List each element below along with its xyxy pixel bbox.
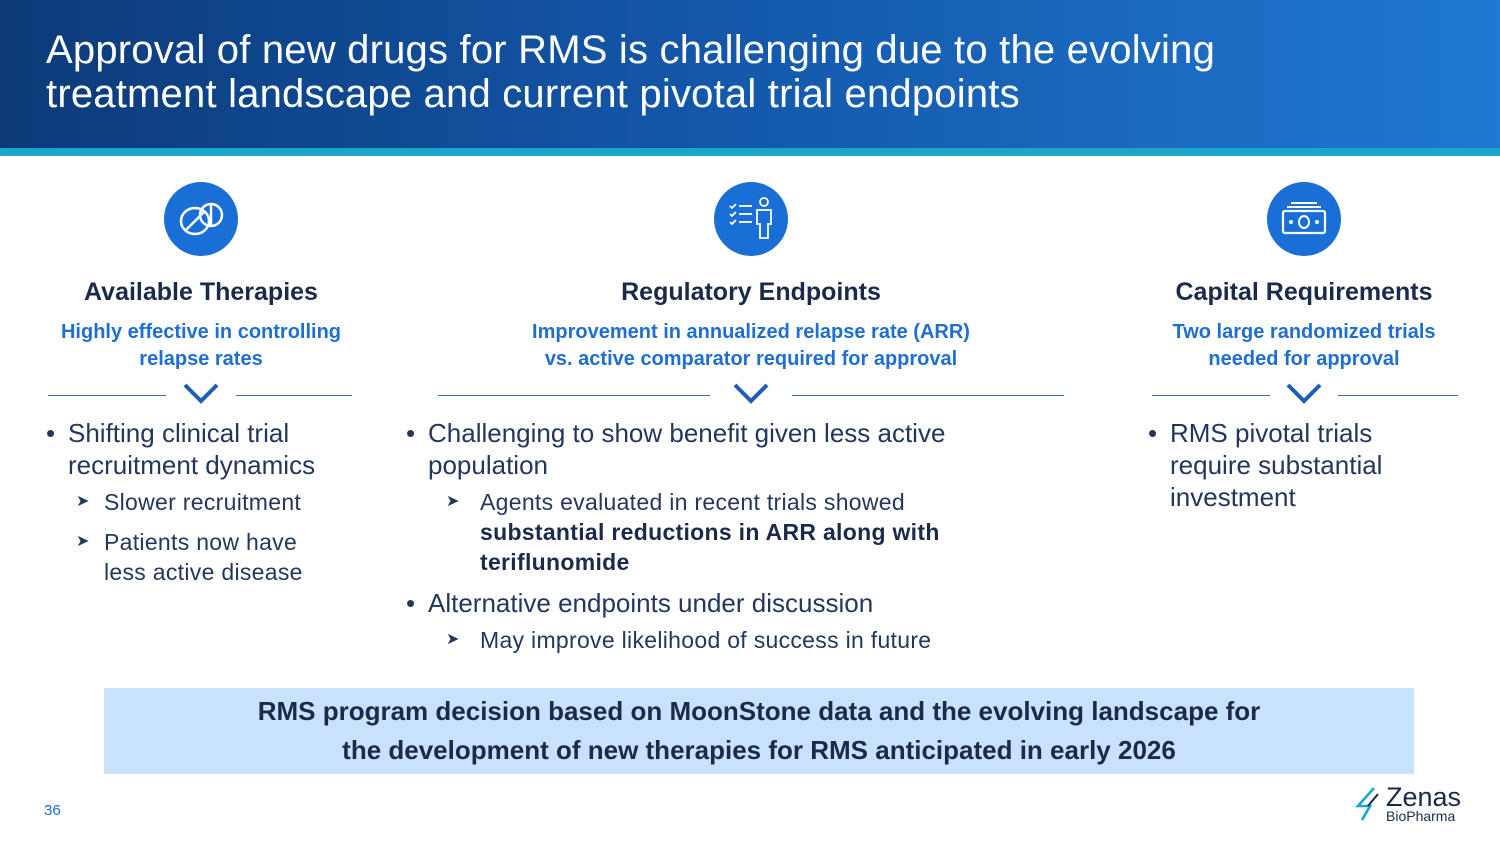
column-subtitle: Improvement in annualized relapse rate (… bbox=[406, 319, 1096, 373]
checklist-person-icon bbox=[714, 182, 788, 256]
company-logo: Zenas BioPharma bbox=[1354, 782, 1474, 826]
column-available-therapies: Available Therapies Highly effective in … bbox=[46, 182, 356, 597]
logo-name: Zenas bbox=[1386, 782, 1462, 812]
divider-with-chevron bbox=[406, 381, 1096, 411]
slide-title-line1: Approval of new drugs for RMS is challen… bbox=[46, 28, 1216, 72]
chevron-down-icon bbox=[183, 383, 219, 404]
slide-title-line2: treatment landscape and current pivotal … bbox=[46, 72, 1020, 116]
arrow-bullet-icon: ➤ bbox=[76, 493, 90, 510]
bullet-list: Challenging to show benefit given less a… bbox=[406, 417, 1096, 655]
subtitle-line: relapse rates bbox=[139, 348, 263, 370]
column-subtitle: Two large randomized trials needed for a… bbox=[1148, 319, 1460, 373]
bullet-item: RMS pivotal trials require substantial i… bbox=[1148, 417, 1460, 513]
divider-with-chevron bbox=[46, 381, 356, 411]
sub-bullet-item: ➤ Slower recruitment bbox=[76, 489, 302, 515]
bullet-item: Challenging to show benefit given less a… bbox=[406, 417, 1096, 481]
banner-line1: RMS program decision based on MoonStone … bbox=[257, 696, 1261, 726]
column-title: Available Therapies bbox=[84, 278, 318, 306]
subtitle-line: Improvement in annualized relapse rate (… bbox=[532, 321, 970, 343]
bullet-item: Alternative endpoints under discussion bbox=[406, 587, 1096, 619]
arrow-bullet-icon: ➤ bbox=[446, 631, 460, 648]
sub-bullet-item: ➤ Patients now have less active disease bbox=[76, 529, 303, 585]
money-icon bbox=[1267, 182, 1341, 256]
sub-bullet-item: ➤ Agents evaluated in recent trials show… bbox=[446, 489, 940, 575]
conclusion-banner: RMS program decision based on MoonStone … bbox=[104, 688, 1414, 774]
page-number: 36 bbox=[44, 802, 61, 819]
subtitle-line: needed for approval bbox=[1208, 348, 1400, 370]
header-bar: Approval of new drugs for RMS is challen… bbox=[0, 0, 1500, 148]
column-subtitle: Highly effective in controlling relapse … bbox=[46, 319, 356, 373]
column-title: Regulatory Endpoints bbox=[621, 278, 881, 306]
arrow-bullet-icon: ➤ bbox=[446, 493, 460, 510]
column-regulatory-endpoints: Regulatory Endpoints Improvement in annu… bbox=[406, 182, 1096, 665]
banner-line2: the development of new therapies for RMS… bbox=[342, 735, 1176, 765]
header-accent-stripe bbox=[0, 148, 1500, 156]
slide-title: Approval of new drugs for RMS is challen… bbox=[46, 28, 1446, 116]
logo-subtitle: BioPharma bbox=[1386, 808, 1456, 824]
arrow-bullet-icon: ➤ bbox=[76, 533, 90, 550]
chevron-down-icon bbox=[1286, 383, 1322, 404]
lightning-bolt-icon bbox=[1355, 787, 1379, 821]
bullet-list: RMS pivotal trials require substantial i… bbox=[1148, 417, 1460, 513]
column-title: Capital Requirements bbox=[1175, 278, 1433, 306]
pills-icon bbox=[164, 182, 238, 256]
divider-with-chevron bbox=[1148, 381, 1460, 411]
subtitle-line: vs. active comparator required for appro… bbox=[544, 348, 958, 370]
bullet-item: Shifting clinical trial recruitment dyna… bbox=[46, 417, 356, 481]
bullet-list: Shifting clinical trial recruitment dyna… bbox=[46, 417, 356, 587]
chevron-down-icon bbox=[733, 383, 769, 404]
subtitle-line: Highly effective in controlling bbox=[60, 321, 342, 343]
column-capital-requirements: Capital Requirements Two large randomize… bbox=[1148, 182, 1460, 519]
sub-bullet-item: ➤ May improve likelihood of success in f… bbox=[446, 627, 932, 653]
subtitle-line: Two large randomized trials bbox=[1172, 321, 1436, 343]
